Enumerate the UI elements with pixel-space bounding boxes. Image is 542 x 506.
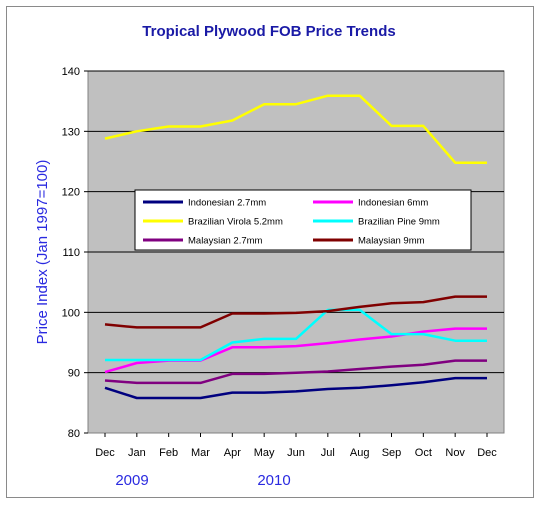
series-line-indonesian-2-7mm: [104, 376, 487, 400]
y-tick-label-90: 90: [68, 368, 80, 380]
x-tick-labels: Dec Jan Feb Mar Apr May Jun Jul Aug Sep Oct Nov Dec: [95, 433, 497, 459]
y-tick-labels: 80 90 100 110 120 130 140: [62, 66, 88, 440]
legend-label-brazilian-pine-9mm: Brazilian Pine 9mm: [358, 217, 440, 228]
chart-frame: Tropical Plywood FOB Price Trends 80 90 10…: [6, 6, 534, 498]
series-line-malaysian-2-7mm: [104, 359, 487, 385]
year-label-2009: 2009: [115, 472, 148, 489]
x-tick-label-2: Feb: [159, 447, 178, 459]
legend-label-brazilian-virola-5-2mm: Brazilian Virola 5.2mm: [188, 217, 283, 228]
legend-box: [134, 189, 472, 251]
series-line-brazilian-virola-5-2mm: [104, 94, 487, 164]
x-tick-label-3: Mar: [191, 447, 210, 459]
y-tick-label-120: 120: [62, 187, 80, 199]
x-tick-label-0: Dec: [95, 447, 115, 459]
legend-label-indonesian-6mm: Indonesian 6mm: [358, 198, 428, 209]
legend-label-indonesian-2-7mm: Indonesian 2.7mm: [188, 198, 266, 209]
series-line-brazilian-pine-9mm: [105, 308, 487, 362]
x-tick-label-7: Jul: [321, 447, 335, 459]
x-tick-label-9: Sep: [382, 447, 402, 459]
y-tick-label-140: 140: [62, 66, 80, 78]
chart-svg: Tropical Plywood FOB Price Trends 80 90 10…: [34, 23, 505, 489]
series-lines: [104, 94, 487, 400]
x-tick-label-4: Apr: [224, 447, 241, 459]
x-tick-label-6: Jun: [287, 447, 305, 459]
y-tick-label-80: 80: [68, 428, 80, 440]
x-tick-label-1: Jan: [128, 447, 146, 459]
year-label-2010: 2010: [257, 472, 290, 489]
x-tick-label-10: Oct: [415, 447, 432, 459]
grid-lines: [88, 70, 504, 374]
x-tick-label-8: Aug: [350, 447, 370, 459]
y-tick-label-110: 110: [62, 247, 80, 259]
y-tick-label-100: 100: [62, 307, 80, 319]
legend-label-malaysian-9mm: Malaysian 9mm: [358, 236, 425, 247]
y-tick-label-130: 130: [62, 126, 80, 138]
series-line-malaysian-9mm: [104, 295, 487, 329]
legend: Indonesian 2.7mm Indonesian 6mm Brazilian …: [134, 189, 472, 251]
y-axis-label: Price Index (Jan 1997=100): [34, 160, 51, 345]
x-tick-label-11: Nov: [445, 447, 465, 459]
x-tick-label-5: May: [254, 447, 275, 459]
x-tick-label-12: Dec: [477, 447, 497, 459]
chart-title: Tropical Plywood FOB Price Trends: [142, 23, 395, 40]
legend-label-malaysian-2-7mm: Malaysian 2.7mm: [188, 236, 263, 247]
